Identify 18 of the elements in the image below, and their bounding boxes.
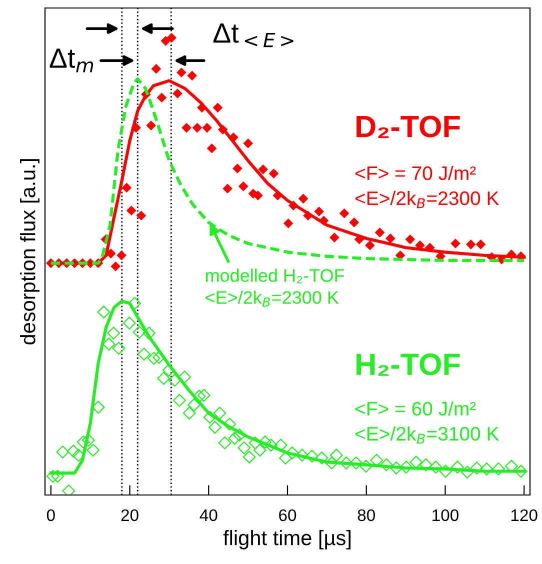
x-tick-label: 100: [432, 509, 458, 522]
annotation: H₂-TOF: [356, 354, 460, 376]
annotation: <F> = 60 J/m²: [355, 401, 476, 416]
annotation: <E>/2k$_{B}$=2300 K: [355, 190, 499, 208]
x-tick-label: 60: [279, 509, 296, 522]
x-tick-label: 120: [511, 509, 538, 522]
annotation: <E>/2k$_{B}$=3100 K: [355, 426, 499, 444]
annotation: D₂-TOF: [356, 116, 460, 138]
x-tick-label: 40: [200, 509, 218, 522]
x-tick-label: 20: [121, 509, 138, 522]
annotation: Δt$_{m}$: [50, 48, 94, 72]
x-tick-label: 0: [46, 509, 55, 522]
x-axis-title: flight time [µs]: [223, 530, 350, 550]
y-axis-title: desorption flux [a.u.]: [20, 159, 40, 344]
annotation: <F> = 70 J/m²: [355, 166, 476, 180]
annotation: Δt$_{<E>}$: [213, 23, 294, 48]
annotation: modelled H₂-TOF <E>/2k$_{B}$=2300 K: [206, 268, 344, 307]
x-tick-label: 80: [358, 509, 375, 522]
